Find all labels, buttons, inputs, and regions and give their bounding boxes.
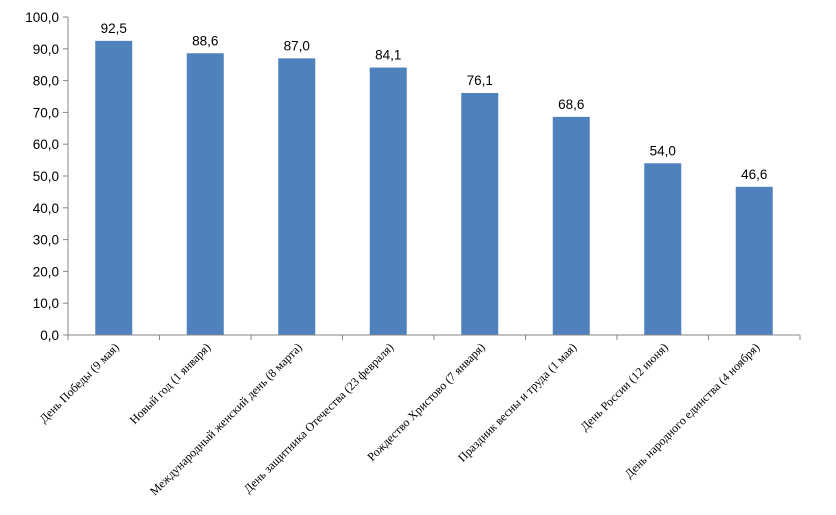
bars: [95, 40, 773, 336]
y-tick-label: 10,0: [33, 296, 59, 311]
data-label: 88,6: [192, 33, 218, 48]
y-tick-label: 80,0: [33, 74, 59, 89]
y-tick-label: 70,0: [33, 105, 59, 120]
data-label: 84,1: [375, 48, 401, 63]
data-label: 87,0: [284, 38, 310, 53]
data-label: 68,6: [558, 97, 584, 112]
y-tick-label: 90,0: [33, 42, 59, 57]
category-label: Новый год (1 января): [127, 340, 214, 427]
x-axis-labels: День Победы (9 мая) Новый год (1 января)М…: [36, 340, 762, 498]
y-tick-label: 50,0: [33, 169, 59, 184]
data-label: 76,1: [467, 73, 493, 88]
bar: [552, 116, 590, 336]
category-label: Международный женский день (8 марта): [147, 340, 305, 498]
category-label: День защитника Отечества (23 февраля): [241, 340, 397, 496]
y-tick-label: 100,0: [25, 10, 59, 25]
bar: [644, 163, 682, 335]
bar: [95, 40, 133, 335]
y-tick-label: 0,0: [40, 328, 59, 343]
axes: [67, 17, 801, 340]
data-labels: 92,5 88,6 87,0 84,1 76,1 68,6 54,0 46,6: [101, 21, 768, 182]
data-label: 46,6: [741, 167, 767, 182]
bar: [735, 186, 773, 335]
category-label: День России (12 июня): [578, 340, 671, 433]
y-tick-label: 20,0: [33, 264, 59, 279]
data-label: 54,0: [650, 143, 676, 158]
bar: [186, 53, 224, 335]
bar: [461, 93, 499, 335]
y-tick-label: 40,0: [33, 201, 59, 216]
y-axis-ticks: 0,0 10,0 20,0 30,0 40,0 50,0 60,0 70,0 80,0 90,0 1…: [25, 10, 68, 343]
bar: [369, 67, 407, 335]
y-tick-label: 60,0: [33, 137, 59, 152]
data-label: 92,5: [101, 21, 127, 36]
category-label: День Победы (9 мая): [36, 340, 121, 425]
bar: [278, 58, 316, 336]
y-tick-label: 30,0: [33, 233, 59, 248]
